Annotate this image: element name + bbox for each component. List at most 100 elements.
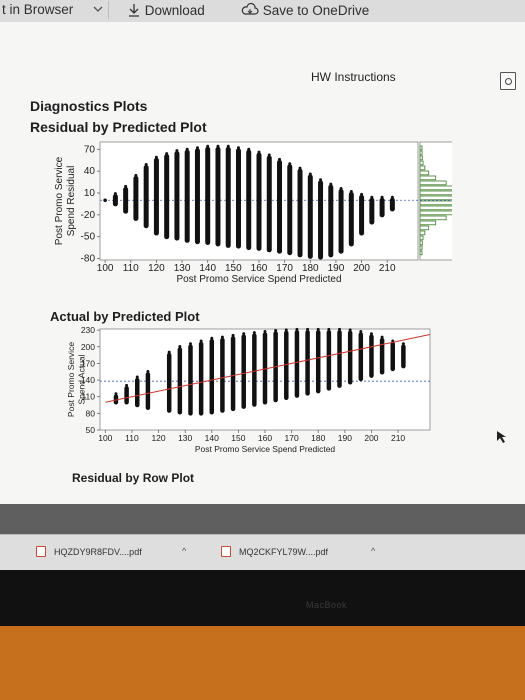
data-point: [125, 383, 129, 387]
y-tick-label: 40: [84, 166, 96, 177]
data-point: [226, 144, 230, 148]
data-point: [257, 150, 261, 154]
x-tick-label: 120: [148, 263, 165, 274]
data-point: [135, 375, 139, 379]
x-tick-label: 160: [258, 433, 272, 443]
chevron-up-icon[interactable]: ^: [182, 546, 187, 556]
download-button[interactable]: Download: [127, 2, 205, 18]
data-point: [231, 333, 235, 337]
y-tick-label: -20: [81, 210, 96, 221]
y-axis-title: Post Promo Service: [66, 342, 76, 417]
x-tick-label: 210: [379, 263, 396, 274]
downloads-bar: HQZDY9R8FDV....pdf ^ MQ2CKFYL79W....pdf …: [0, 534, 525, 571]
data-point: [274, 328, 278, 332]
y-tick-label: 50: [86, 425, 96, 435]
diagnostics-plots-heading: Diagnostics Plots: [30, 98, 148, 114]
data-point: [316, 327, 320, 331]
download-item-2[interactable]: MQ2CKFYL79W....pdf: [221, 546, 328, 557]
desk-surface: [0, 626, 525, 700]
data-point: [348, 328, 352, 332]
toolbar-divider: [108, 1, 109, 19]
histogram-bar: [419, 180, 447, 186]
data-point: [284, 328, 288, 332]
data-point: [206, 144, 210, 148]
data-point: [114, 392, 118, 396]
download-icon: [129, 4, 139, 17]
data-point: [167, 350, 171, 354]
residual-by-predicted-heading: Residual by Predicted Plot: [30, 119, 207, 135]
viewer-gap: [0, 504, 525, 534]
data-point: [103, 198, 107, 203]
histogram-bar: [419, 165, 426, 171]
y-tick-label: 230: [81, 325, 95, 335]
data-point: [178, 345, 182, 349]
data-point: [134, 173, 138, 177]
data-point: [380, 335, 384, 339]
x-tick-label: 140: [199, 263, 216, 274]
pdf-viewer-toolbar: t in Browser Download Save to OneDrive: [0, 0, 525, 23]
y-axis-title: Post Promo Service: [54, 156, 65, 245]
data-point: [188, 342, 192, 346]
histogram-bar: [419, 235, 424, 241]
data-point: [252, 331, 256, 335]
download-label: Download: [144, 3, 205, 18]
y-tick-label: 110: [81, 392, 95, 402]
document-icon[interactable]: [500, 72, 516, 90]
x-tick-label: 180: [311, 433, 325, 443]
histogram-bar: [419, 230, 426, 236]
laptop-bezel: [0, 570, 525, 626]
histogram-bar: [419, 195, 452, 201]
data-point: [278, 157, 282, 161]
x-tick-label: 210: [391, 433, 405, 443]
data-point: [267, 153, 271, 157]
histogram-bar: [419, 250, 423, 256]
save-to-onedrive-button[interactable]: Save to OneDrive: [241, 2, 369, 18]
data-point: [216, 144, 220, 148]
fit-line: [105, 334, 431, 403]
histogram-bar: [419, 245, 423, 251]
x-tick-label: 100: [98, 433, 112, 443]
data-point: [288, 162, 292, 166]
chevron-down-icon[interactable]: [90, 1, 106, 17]
y-tick-label: 140: [81, 375, 95, 385]
y-tick-label: 70: [84, 144, 96, 155]
data-point: [380, 195, 384, 199]
x-tick-label: 110: [125, 433, 139, 443]
histogram-bar: [419, 150, 423, 156]
data-point: [329, 182, 333, 186]
x-axis-title: Post Promo Service Spend Predicted: [176, 274, 341, 285]
data-point: [306, 327, 310, 331]
residual-by-row-heading: Residual by Row Plot: [72, 471, 195, 485]
y-tick-label: -80: [81, 254, 96, 265]
data-point: [308, 172, 312, 176]
histogram-bar: [419, 185, 452, 191]
download-item-1[interactable]: HQZDY9R8FDV....pdf: [36, 546, 142, 557]
data-point: [263, 330, 267, 334]
chevron-up-icon[interactable]: ^: [371, 546, 376, 556]
data-point: [349, 189, 353, 193]
data-point: [327, 327, 331, 331]
x-tick-label: 190: [328, 263, 345, 274]
x-tick-label: 170: [276, 263, 293, 274]
open-in-browser-button[interactable]: t in Browser: [2, 2, 73, 17]
histogram-bar: [419, 240, 423, 246]
data-point: [295, 327, 299, 331]
hw-instructions-link[interactable]: HW Instructions: [311, 70, 396, 84]
data-point: [210, 336, 214, 340]
histogram-bar: [419, 160, 424, 166]
screen: t in Browser Download Save to OneDrive H…: [0, 0, 525, 600]
data-point: [146, 370, 150, 374]
data-point: [370, 195, 374, 199]
y-tick-label: 80: [86, 408, 96, 418]
download-filename: MQ2CKFYL79W....pdf: [239, 547, 329, 557]
x-tick-label: 170: [285, 433, 299, 443]
x-tick-label: 160: [251, 263, 268, 274]
data-point: [401, 342, 405, 346]
cloud-icon: [241, 2, 259, 15]
histogram-bar: [419, 200, 452, 206]
x-tick-label: 150: [225, 263, 242, 274]
data-point: [360, 192, 364, 196]
x-axis-title: Post Promo Service Spend Predicted: [195, 444, 336, 454]
